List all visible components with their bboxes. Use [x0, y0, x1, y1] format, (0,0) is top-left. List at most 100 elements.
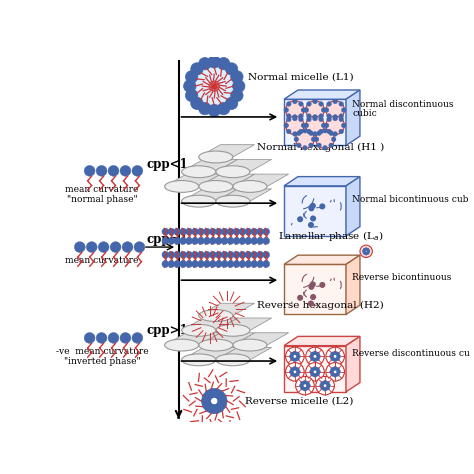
Circle shape	[302, 146, 307, 150]
Circle shape	[367, 250, 370, 253]
Circle shape	[174, 251, 181, 258]
Circle shape	[309, 131, 313, 136]
Circle shape	[299, 117, 303, 122]
Circle shape	[295, 367, 299, 371]
Circle shape	[326, 363, 345, 381]
Circle shape	[333, 99, 337, 104]
Circle shape	[203, 237, 210, 245]
Circle shape	[208, 104, 220, 117]
Circle shape	[329, 131, 334, 136]
Ellipse shape	[182, 166, 216, 178]
Circle shape	[168, 251, 175, 258]
Circle shape	[323, 128, 328, 133]
Circle shape	[321, 123, 326, 128]
Circle shape	[245, 237, 252, 245]
Circle shape	[313, 99, 317, 104]
Circle shape	[304, 123, 309, 128]
Polygon shape	[284, 337, 360, 346]
Circle shape	[221, 228, 228, 235]
Circle shape	[339, 117, 344, 122]
Circle shape	[314, 137, 319, 142]
Circle shape	[319, 384, 323, 388]
Circle shape	[225, 97, 238, 109]
Circle shape	[290, 355, 293, 358]
Ellipse shape	[182, 324, 216, 336]
Circle shape	[221, 261, 228, 267]
Polygon shape	[164, 333, 220, 345]
Circle shape	[365, 252, 368, 255]
Circle shape	[208, 55, 220, 68]
Circle shape	[316, 367, 319, 371]
Circle shape	[218, 57, 230, 70]
Circle shape	[291, 367, 294, 371]
Circle shape	[305, 386, 310, 390]
Circle shape	[201, 396, 210, 406]
Circle shape	[301, 381, 304, 385]
Circle shape	[316, 373, 319, 376]
Circle shape	[257, 261, 264, 267]
Circle shape	[309, 143, 313, 147]
Circle shape	[306, 363, 324, 381]
Circle shape	[296, 376, 314, 395]
Text: cubic: cubic	[352, 109, 377, 118]
Text: Normal discontinuous: Normal discontinuous	[352, 100, 454, 109]
Circle shape	[202, 393, 211, 402]
Circle shape	[263, 237, 270, 245]
Circle shape	[329, 143, 334, 147]
Circle shape	[297, 131, 301, 136]
Circle shape	[239, 237, 246, 245]
Circle shape	[98, 242, 109, 253]
Circle shape	[330, 370, 334, 374]
Circle shape	[366, 251, 369, 255]
Polygon shape	[216, 347, 272, 360]
Circle shape	[285, 101, 304, 119]
Polygon shape	[199, 303, 255, 316]
Circle shape	[301, 386, 304, 390]
Circle shape	[307, 101, 311, 106]
Circle shape	[203, 228, 210, 235]
Text: cpp<1: cpp<1	[146, 158, 188, 171]
Circle shape	[362, 250, 365, 253]
Circle shape	[210, 237, 216, 245]
Circle shape	[309, 284, 314, 289]
Circle shape	[210, 261, 216, 267]
Circle shape	[327, 129, 331, 134]
Circle shape	[313, 115, 317, 119]
Circle shape	[286, 101, 291, 106]
Circle shape	[198, 228, 204, 235]
Circle shape	[316, 352, 319, 356]
Circle shape	[292, 115, 297, 119]
Circle shape	[302, 128, 307, 133]
Circle shape	[310, 282, 315, 287]
Ellipse shape	[216, 324, 250, 336]
Polygon shape	[284, 346, 346, 392]
Circle shape	[257, 237, 264, 245]
Circle shape	[319, 117, 323, 122]
Circle shape	[251, 261, 258, 267]
Circle shape	[233, 80, 245, 92]
Circle shape	[298, 217, 302, 221]
Circle shape	[326, 381, 329, 385]
Polygon shape	[216, 159, 272, 172]
Circle shape	[84, 165, 95, 176]
Polygon shape	[346, 255, 360, 314]
Ellipse shape	[233, 181, 267, 192]
Circle shape	[203, 261, 210, 267]
Circle shape	[319, 101, 323, 106]
Circle shape	[300, 384, 303, 388]
Circle shape	[319, 129, 323, 134]
Circle shape	[291, 357, 294, 361]
Polygon shape	[346, 177, 360, 236]
Circle shape	[331, 367, 335, 371]
Circle shape	[231, 89, 243, 101]
Circle shape	[233, 251, 240, 258]
Circle shape	[331, 373, 335, 376]
Circle shape	[225, 63, 238, 75]
Circle shape	[210, 251, 216, 258]
Circle shape	[215, 261, 222, 267]
Circle shape	[363, 248, 366, 251]
Text: Reverse micelle (L2): Reverse micelle (L2)	[245, 397, 354, 406]
Circle shape	[306, 116, 324, 135]
Circle shape	[199, 102, 211, 115]
Circle shape	[316, 357, 319, 361]
